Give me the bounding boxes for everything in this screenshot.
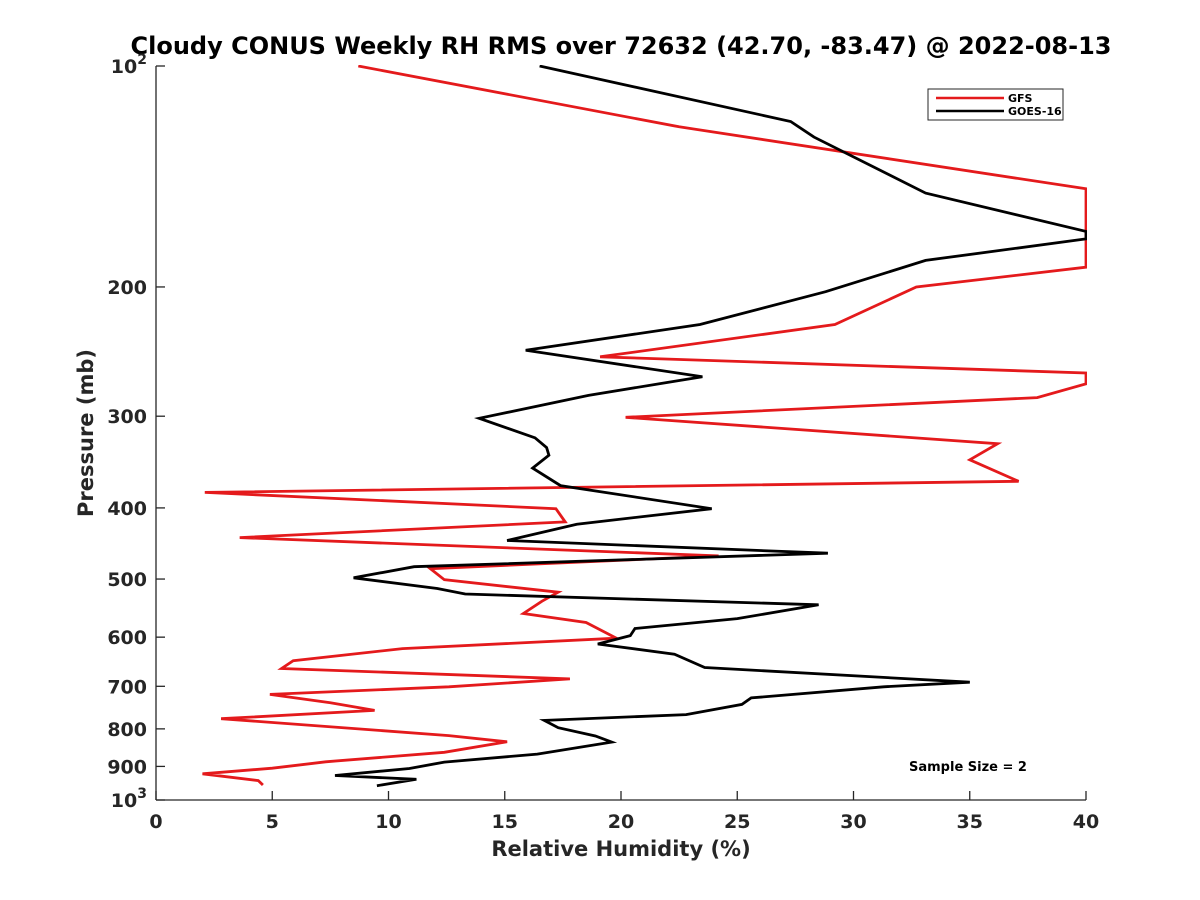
x-axis-label: Relative Humidity (%) — [491, 837, 750, 861]
y-tick-label: 400 — [107, 498, 147, 520]
x-tick-label: 20 — [608, 811, 634, 833]
y-tick-exponent: 3 — [137, 786, 147, 802]
y-tick-label: 102 — [111, 52, 147, 78]
x-tick-label: 25 — [724, 811, 750, 833]
y-tick-base: 10 — [111, 56, 137, 78]
x-axis: 0 5 10 15 20 25 30 35 40 — [149, 791, 1099, 833]
y-tick-label: 700 — [107, 676, 147, 698]
series-line-goes-16 — [334, 65, 1087, 788]
y-tick-label: 200 — [107, 277, 147, 299]
y-tick-label: 300 — [107, 406, 147, 428]
y-tick-label: 500 — [107, 569, 147, 591]
x-tick-label: 0 — [149, 811, 162, 833]
legend-box — [927, 88, 1064, 121]
legend-label-gfs: GFS — [1008, 92, 1033, 105]
x-tick-label: 30 — [840, 811, 866, 833]
y-tick-label: 600 — [107, 627, 147, 649]
x-tick-label: 15 — [492, 811, 518, 833]
y-tick-label: 800 — [107, 719, 147, 741]
legend-label-goes-16: GOES-16 — [1008, 105, 1062, 118]
legend: GFS GOES-16 — [927, 88, 1064, 121]
plot-area — [202, 65, 1087, 788]
sample-size-annotation: Sample Size = 2 — [909, 760, 1027, 775]
chart-title: Cloudy CONUS Weekly RH RMS over 72632 (4… — [131, 32, 1112, 60]
series-line-gfs — [202, 65, 1087, 787]
y-tick-label: 103 — [111, 786, 147, 812]
y-tick-exponent: 2 — [137, 52, 147, 68]
y-axis-label: Pressure (mb) — [74, 349, 98, 517]
y-tick-label: 900 — [107, 756, 147, 778]
x-tick-label: 40 — [1073, 811, 1099, 833]
x-tick-label: 5 — [266, 811, 279, 833]
x-tick-label: 10 — [375, 811, 401, 833]
x-tick-label: 35 — [957, 811, 983, 833]
y-tick-base: 10 — [111, 790, 137, 812]
